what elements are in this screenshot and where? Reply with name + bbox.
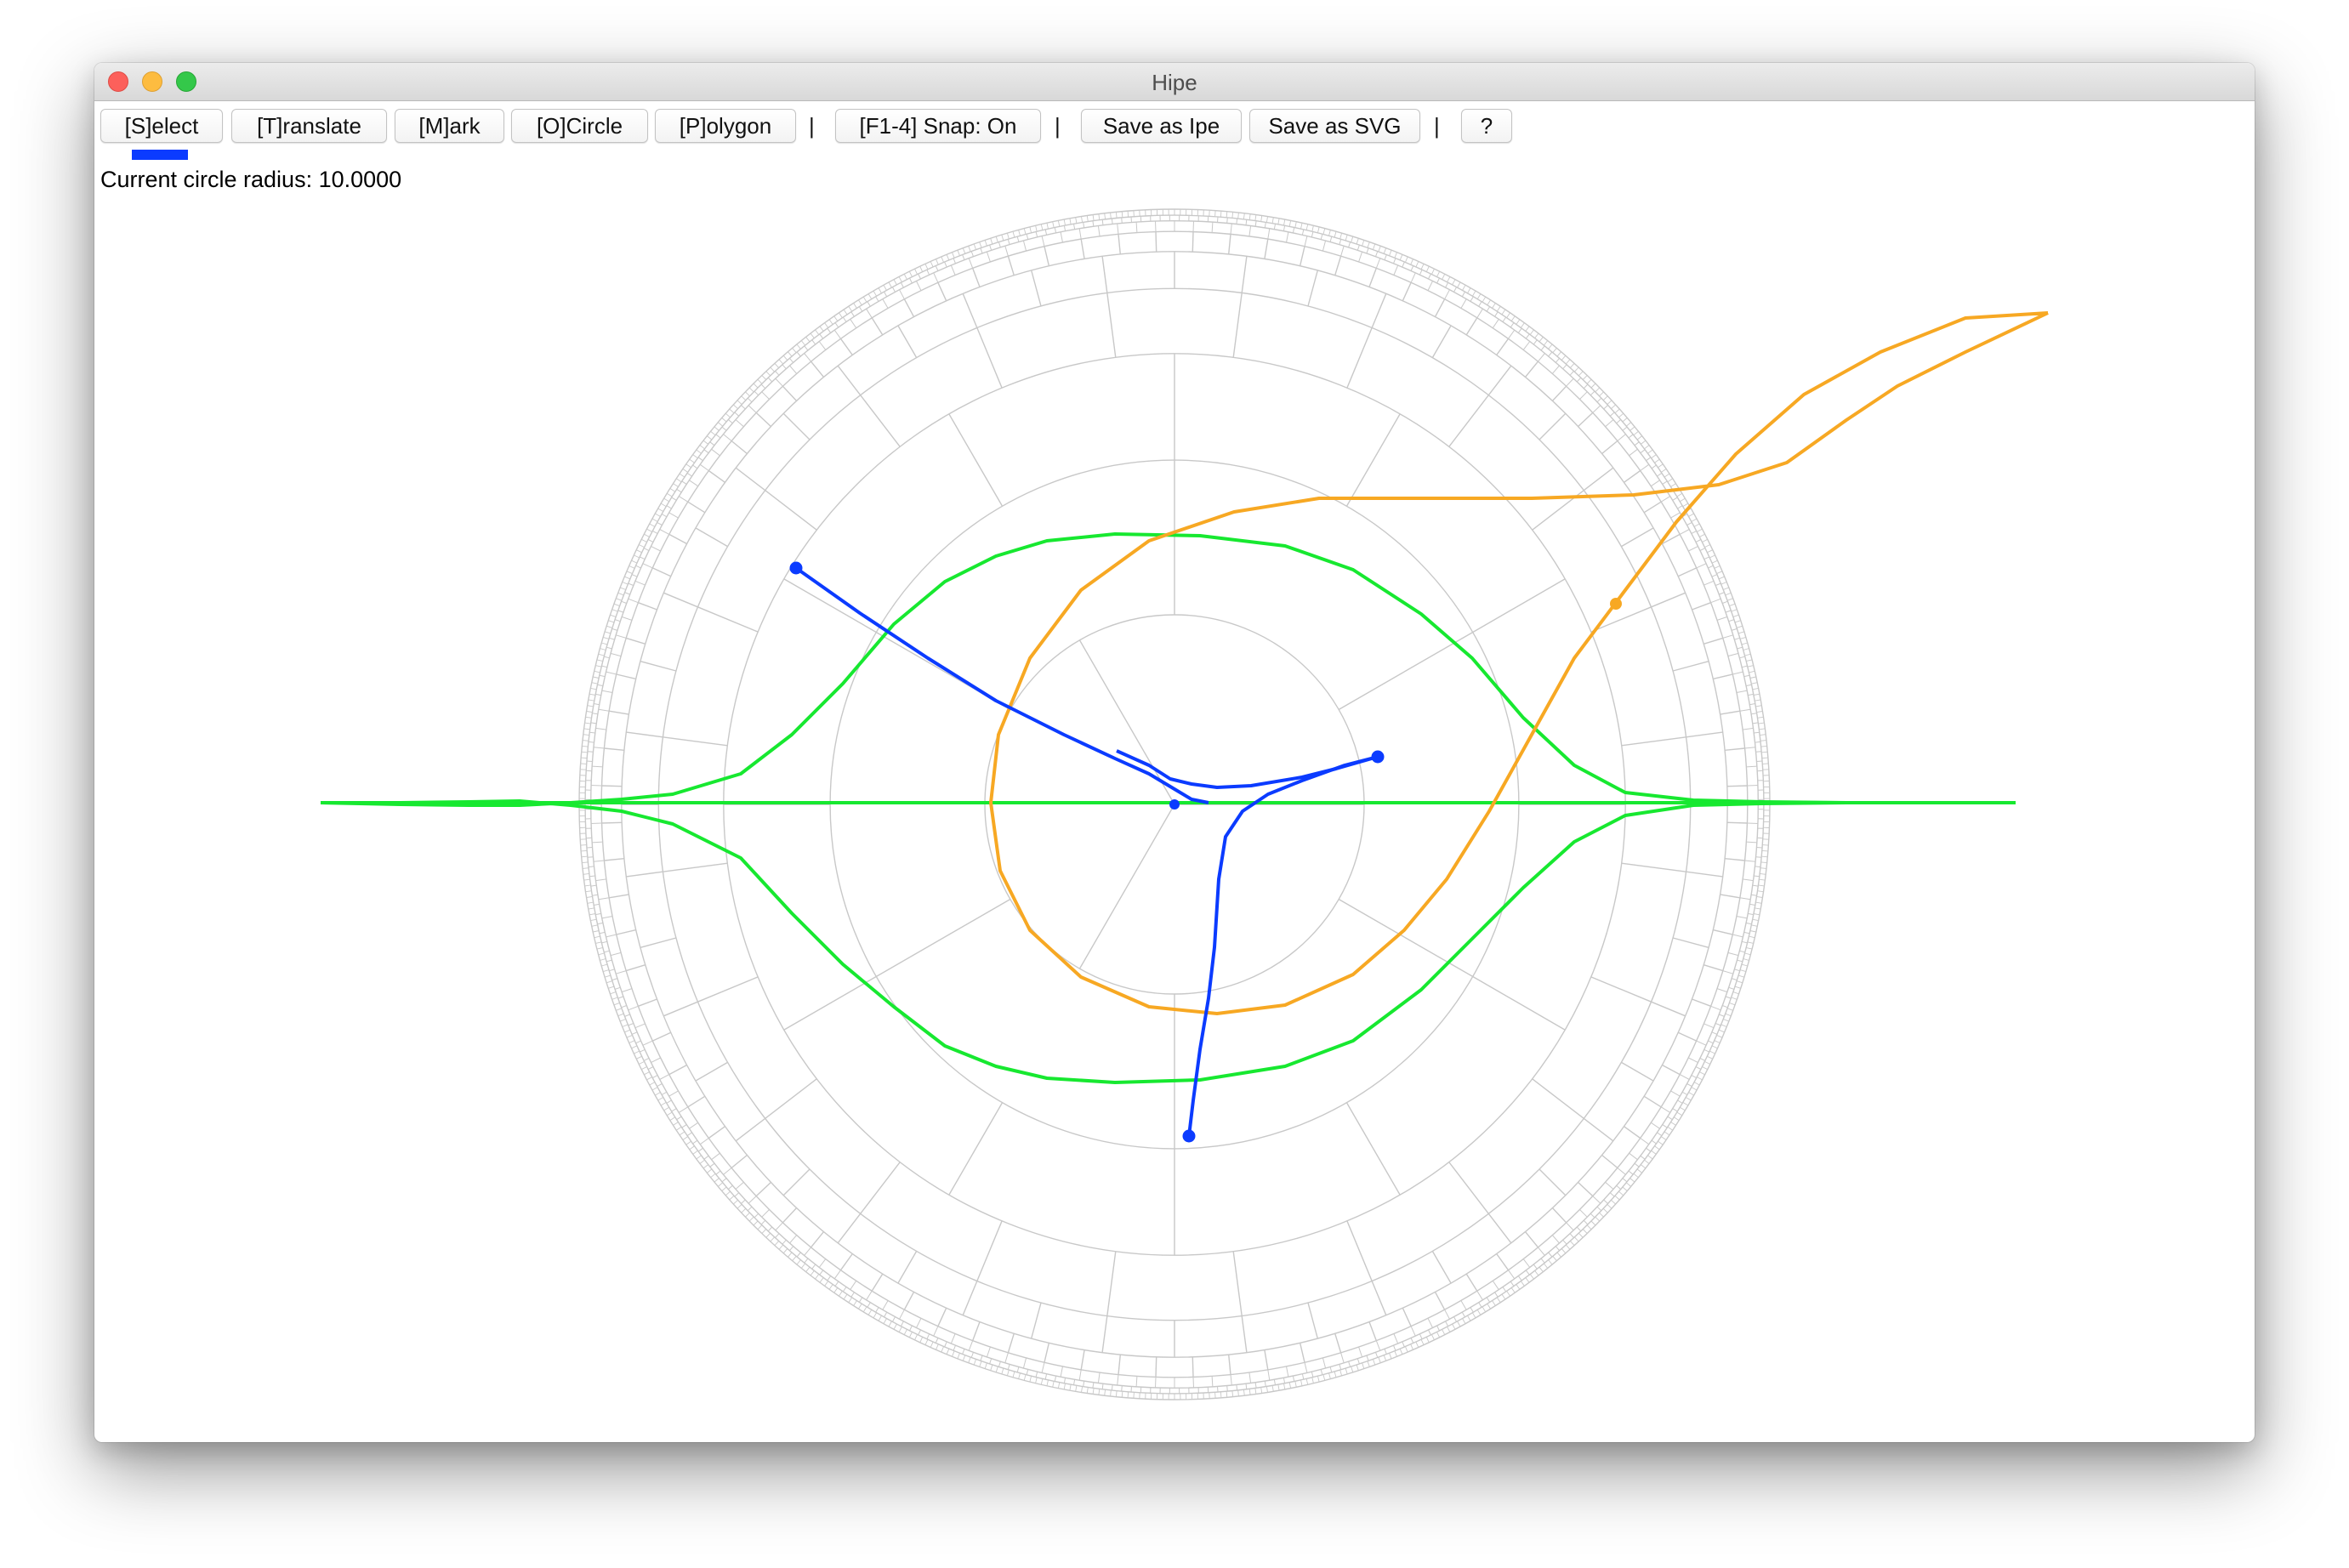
toolbar-separator: | [1055,113,1061,139]
orange-point[interactable] [1610,598,1622,610]
circle-radius-status: Current circle radius: 10.0000 [100,167,402,192]
blue-vertex-point[interactable] [789,561,803,575]
select-tool-button[interactable]: [S]elect [100,109,223,143]
save-as-svg-button[interactable]: Save as SVG [1249,109,1420,143]
active-tool-indicator [132,150,188,160]
center-point[interactable] [1169,799,1180,810]
drawn-shapes [320,311,2049,1143]
blue-geodesic-1[interactable] [794,566,1209,804]
grid-spokes [585,215,1764,1394]
drawing-canvas[interactable] [94,63,2255,1442]
app-window: Hipe [S]elect [T]ranslate [M]ark [O]Circ… [94,63,2255,1442]
grid-spokes [876,460,1473,1149]
save-as-ipe-button[interactable]: Save as Ipe [1081,109,1242,143]
toolbar-separator: | [1434,113,1440,139]
orange-loop-curve[interactable] [989,311,2049,1015]
grid-spokes [663,293,1686,1316]
blue-vertex-point[interactable] [1182,1129,1196,1143]
close-button[interactable] [108,71,128,92]
green-lower-curve[interactable] [321,799,1847,1084]
green-upper-curve[interactable] [320,532,1847,807]
circle-tool-button[interactable]: [O]Circle [511,109,648,143]
toolbar: [S]elect [T]ranslate [M]ark [O]Circle [P… [94,109,2255,146]
minimize-button[interactable] [142,71,162,92]
blue-geodesic-3[interactable] [1187,755,1379,1137]
snap-toggle-button[interactable]: [F1-4] Snap: On [835,109,1041,143]
mark-tool-button[interactable]: [M]ark [395,109,504,143]
translate-tool-button[interactable]: [T]ranslate [231,109,387,143]
help-button[interactable]: ? [1461,109,1512,143]
toolbar-separator: | [809,113,815,139]
grid-spokes [601,231,1748,1378]
blue-vertex-point[interactable] [1371,750,1385,764]
window-title: Hipe [1152,70,1197,95]
polygon-tool-button[interactable]: [P]olygon [655,109,796,143]
title-bar[interactable]: Hipe [94,63,2255,101]
zoom-button[interactable] [176,71,196,92]
